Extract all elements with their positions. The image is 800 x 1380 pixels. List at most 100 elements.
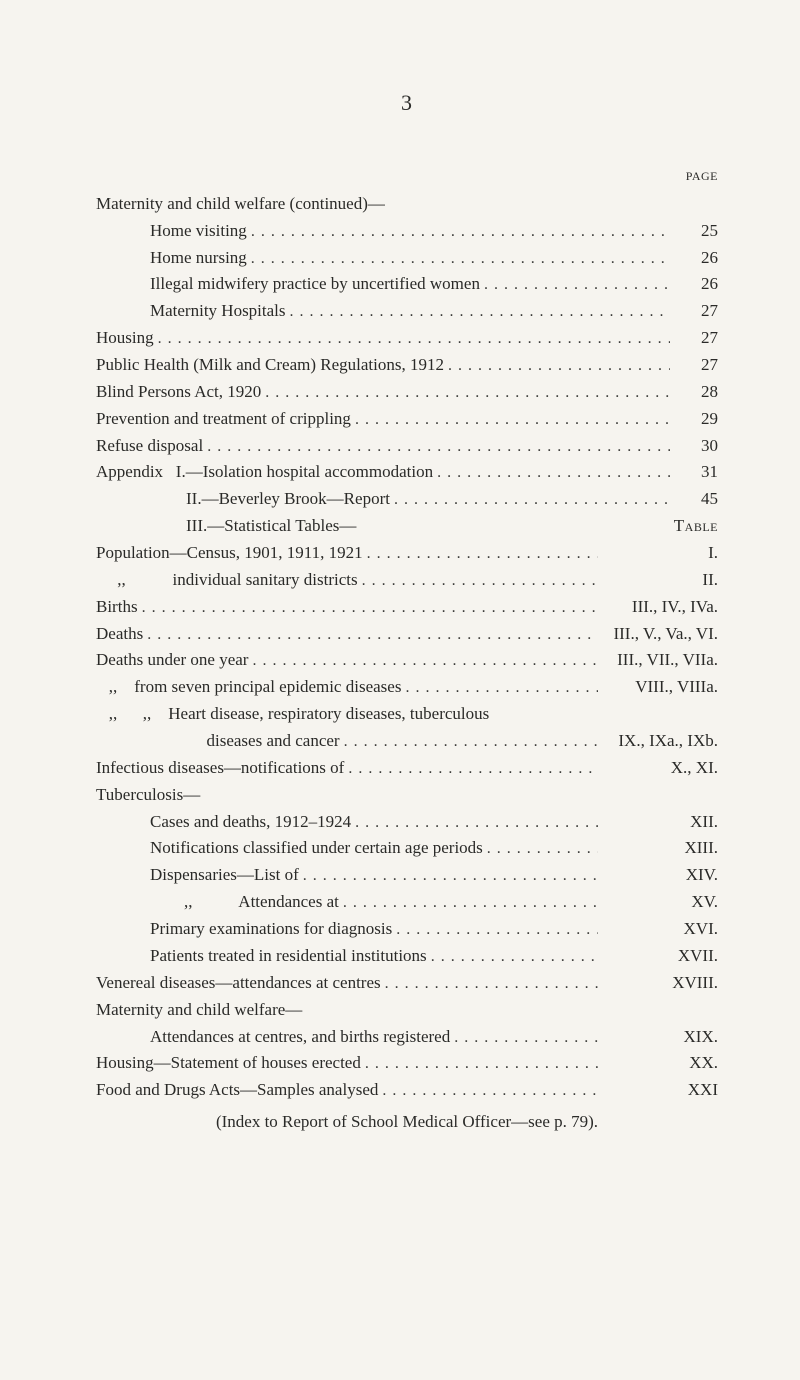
toc-row: Maternity Hospitals.....................… — [96, 298, 718, 325]
toc-value: XVII. — [598, 943, 718, 970]
toc-label: Venereal diseases—attendances at centres — [96, 970, 381, 997]
toc-label: Infectious diseases—notifications of — [96, 755, 344, 782]
toc-value: III., VII., VIIa. — [598, 647, 718, 674]
toc-row: Primary examinations for diagnosis......… — [96, 916, 718, 943]
toc-row: ,, individual sanitary districts........… — [96, 567, 718, 594]
toc-value: XIII. — [598, 835, 718, 862]
toc-row: Refuse disposal.........................… — [96, 433, 718, 460]
toc-leader-dots: ........................................… — [203, 434, 670, 459]
toc-row: Illegal midwifery practice by uncertifie… — [96, 271, 718, 298]
toc-value: 28 — [670, 379, 718, 406]
toc-row: Home visiting...........................… — [96, 218, 718, 245]
toc-value: 27 — [670, 352, 718, 379]
toc-leader-dots: ........................................… — [483, 836, 598, 861]
toc-label: Deaths — [96, 621, 143, 648]
toc-label: Maternity and child welfare (continued)— — [96, 191, 385, 218]
toc-row: Blind Persons Act, 1920.................… — [96, 379, 718, 406]
toc-row: Maternity and child welfare— — [96, 997, 718, 1024]
toc-row: Cases and deaths, 1912–1924.............… — [96, 809, 718, 836]
toc-value: 25 — [670, 218, 718, 245]
toc-value: 31 — [670, 459, 718, 486]
toc-row: ,, Attendances at.......................… — [96, 889, 718, 916]
toc-value: Table — [598, 513, 718, 540]
page-column-heading: page — [686, 162, 718, 189]
toc-leader-dots: ........................................… — [138, 595, 598, 620]
toc-label: ,, Attendances at — [96, 889, 339, 916]
toc-value: XIX. — [598, 1024, 718, 1051]
toc-value: 45 — [670, 486, 718, 513]
toc-leader-dots: ........................................… — [339, 890, 598, 915]
toc-leader-dots: ........................................… — [247, 246, 670, 271]
toc-leader-dots: ........................................… — [358, 568, 598, 593]
toc-leader-dots: ........................................… — [340, 729, 598, 754]
toc-row: ,, ,, Heart disease, respiratory disease… — [96, 701, 718, 728]
toc-label: Public Health (Milk and Cream) Regulatio… — [96, 352, 444, 379]
toc-label: Maternity and child welfare— — [96, 997, 302, 1024]
toc-label: III.—Statistical Tables— — [96, 513, 356, 540]
toc-leader-dots: ........................................… — [392, 917, 598, 942]
toc-value: 30 — [670, 433, 718, 460]
toc-label: diseases and cancer — [96, 728, 340, 755]
toc-label: Attendances at centres, and births regis… — [96, 1024, 450, 1051]
toc-label: Maternity Hospitals — [96, 298, 286, 325]
toc-label: Births — [96, 594, 138, 621]
toc-leader-dots: ........................................… — [381, 971, 598, 996]
toc-label: Prevention and treatment of crippling — [96, 406, 351, 433]
toc-label: Cases and deaths, 1912–1924 — [96, 809, 351, 836]
toc-label: Population—Census, 1901, 1911, 1921 — [96, 540, 363, 567]
toc-value: VIII., VIIIa. — [598, 674, 718, 701]
toc-value: 26 — [670, 245, 718, 272]
toc-leader-dots: ........................................… — [261, 380, 670, 405]
toc-leader-dots: ........................................… — [351, 810, 598, 835]
toc-row: Deaths..................................… — [96, 621, 718, 648]
toc-row: Births..................................… — [96, 594, 718, 621]
toc-row: Housing—Statement of houses erected.....… — [96, 1050, 718, 1077]
toc-row: Patients treated in residential institut… — [96, 943, 718, 970]
toc-label: Tuberculosis— — [96, 782, 200, 809]
toc-row: Food and Drugs Acts—Samples analysed....… — [96, 1077, 718, 1104]
toc-label: ,, individual sanitary districts — [96, 567, 358, 594]
toc-row: Prevention and treatment of crippling...… — [96, 406, 718, 433]
toc-value: 27 — [670, 298, 718, 325]
toc-leader-dots: ........................................… — [444, 353, 670, 378]
page-number: 3 — [96, 90, 718, 116]
toc-value: 29 — [670, 406, 718, 433]
toc-row: Tuberculosis— — [96, 782, 718, 809]
toc-leader-dots: ........................................… — [286, 299, 670, 324]
toc-row: Appendix I.—Isolation hospital accommoda… — [96, 459, 718, 486]
toc-value: X., XI. — [598, 755, 718, 782]
footnote: (Index to Report of School Medical Offic… — [96, 1112, 718, 1132]
toc-row: Dispensaries—List of....................… — [96, 862, 718, 889]
toc-leader-dots: ........................................… — [351, 407, 670, 432]
toc-label: Deaths under one year — [96, 647, 248, 674]
toc-row: II.—Beverley Brook—Report...............… — [96, 486, 718, 513]
toc-value: XX. — [598, 1050, 718, 1077]
toc-label: Housing—Statement of houses erected — [96, 1050, 361, 1077]
document-page: 3 page Maternity and child welfare (cont… — [0, 0, 800, 1380]
toc-leader-dots: ........................................… — [363, 541, 598, 566]
toc-leader-dots: ........................................… — [390, 487, 670, 512]
toc-row: Notifications classified under certain a… — [96, 835, 718, 862]
toc-row: ,, from seven principal epidemic disease… — [96, 674, 718, 701]
toc-leader-dots: ........................................… — [143, 622, 598, 647]
toc-row: Maternity and child welfare (continued)— — [96, 191, 718, 218]
toc-row: Attendances at centres, and births regis… — [96, 1024, 718, 1051]
toc-leader-dots: ........................................… — [299, 863, 598, 888]
toc-label: ,, from seven principal epidemic disease… — [96, 674, 401, 701]
toc-value: II. — [598, 567, 718, 594]
toc-row: III.—Statistical Tables— Table — [96, 513, 718, 540]
toc-label: Patients treated in residential institut… — [96, 943, 427, 970]
toc-value: III., V., Va., VI. — [598, 621, 718, 648]
toc-label: Blind Persons Act, 1920 — [96, 379, 261, 406]
toc-value: I. — [598, 540, 718, 567]
toc-value: XVI. — [598, 916, 718, 943]
toc-leader-dots: ........................................… — [154, 326, 670, 351]
toc-value: IX., IXa., IXb. — [598, 728, 718, 755]
toc-leader-dots: ........................................… — [378, 1078, 598, 1103]
toc-leader-dots: ........................................… — [247, 219, 670, 244]
toc-label: II.—Beverley Brook—Report — [96, 486, 390, 513]
toc-label: Notifications classified under certain a… — [96, 835, 483, 862]
toc-label: ,, ,, Heart disease, respiratory disease… — [96, 701, 489, 728]
toc-label: Dispensaries—List of — [96, 862, 299, 889]
toc-leader-dots: ........................................… — [248, 648, 598, 673]
